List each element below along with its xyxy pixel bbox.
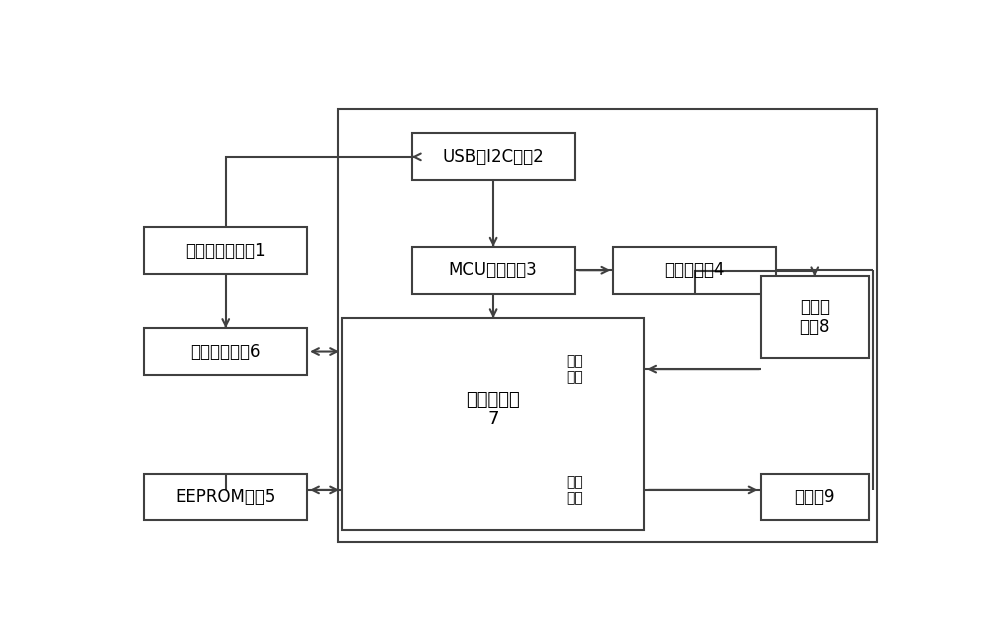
Bar (144, 328, 307, 375)
Text: 信号
输出: 信号 输出 (566, 475, 583, 505)
Text: 上位机测试模块1: 上位机测试模块1 (185, 241, 266, 259)
Text: MCU控制模块3: MCU控制模块3 (449, 261, 538, 279)
Bar (144, 474, 307, 520)
Bar (761, 474, 869, 520)
Bar (761, 276, 869, 358)
Bar (338, 109, 877, 543)
Text: 示波器9: 示波器9 (794, 488, 835, 506)
Bar (342, 318, 644, 530)
Text: EEPROM模块5: EEPROM模块5 (176, 488, 276, 506)
Bar (613, 247, 776, 294)
Text: 信号
输入: 信号 输入 (566, 354, 583, 384)
Text: 7: 7 (487, 410, 499, 428)
Text: 光收发芯片: 光收发芯片 (466, 390, 520, 408)
Bar (412, 134, 574, 180)
Text: USB转I2C模块2: USB转I2C模块2 (442, 148, 544, 166)
Text: 继电器开关4: 继电器开关4 (664, 261, 725, 279)
Text: 稳压电源模块6: 稳压电源模块6 (190, 342, 261, 360)
Bar (144, 227, 307, 274)
Text: 信号发
生器8: 信号发 生器8 (799, 298, 830, 337)
Bar (412, 247, 574, 294)
